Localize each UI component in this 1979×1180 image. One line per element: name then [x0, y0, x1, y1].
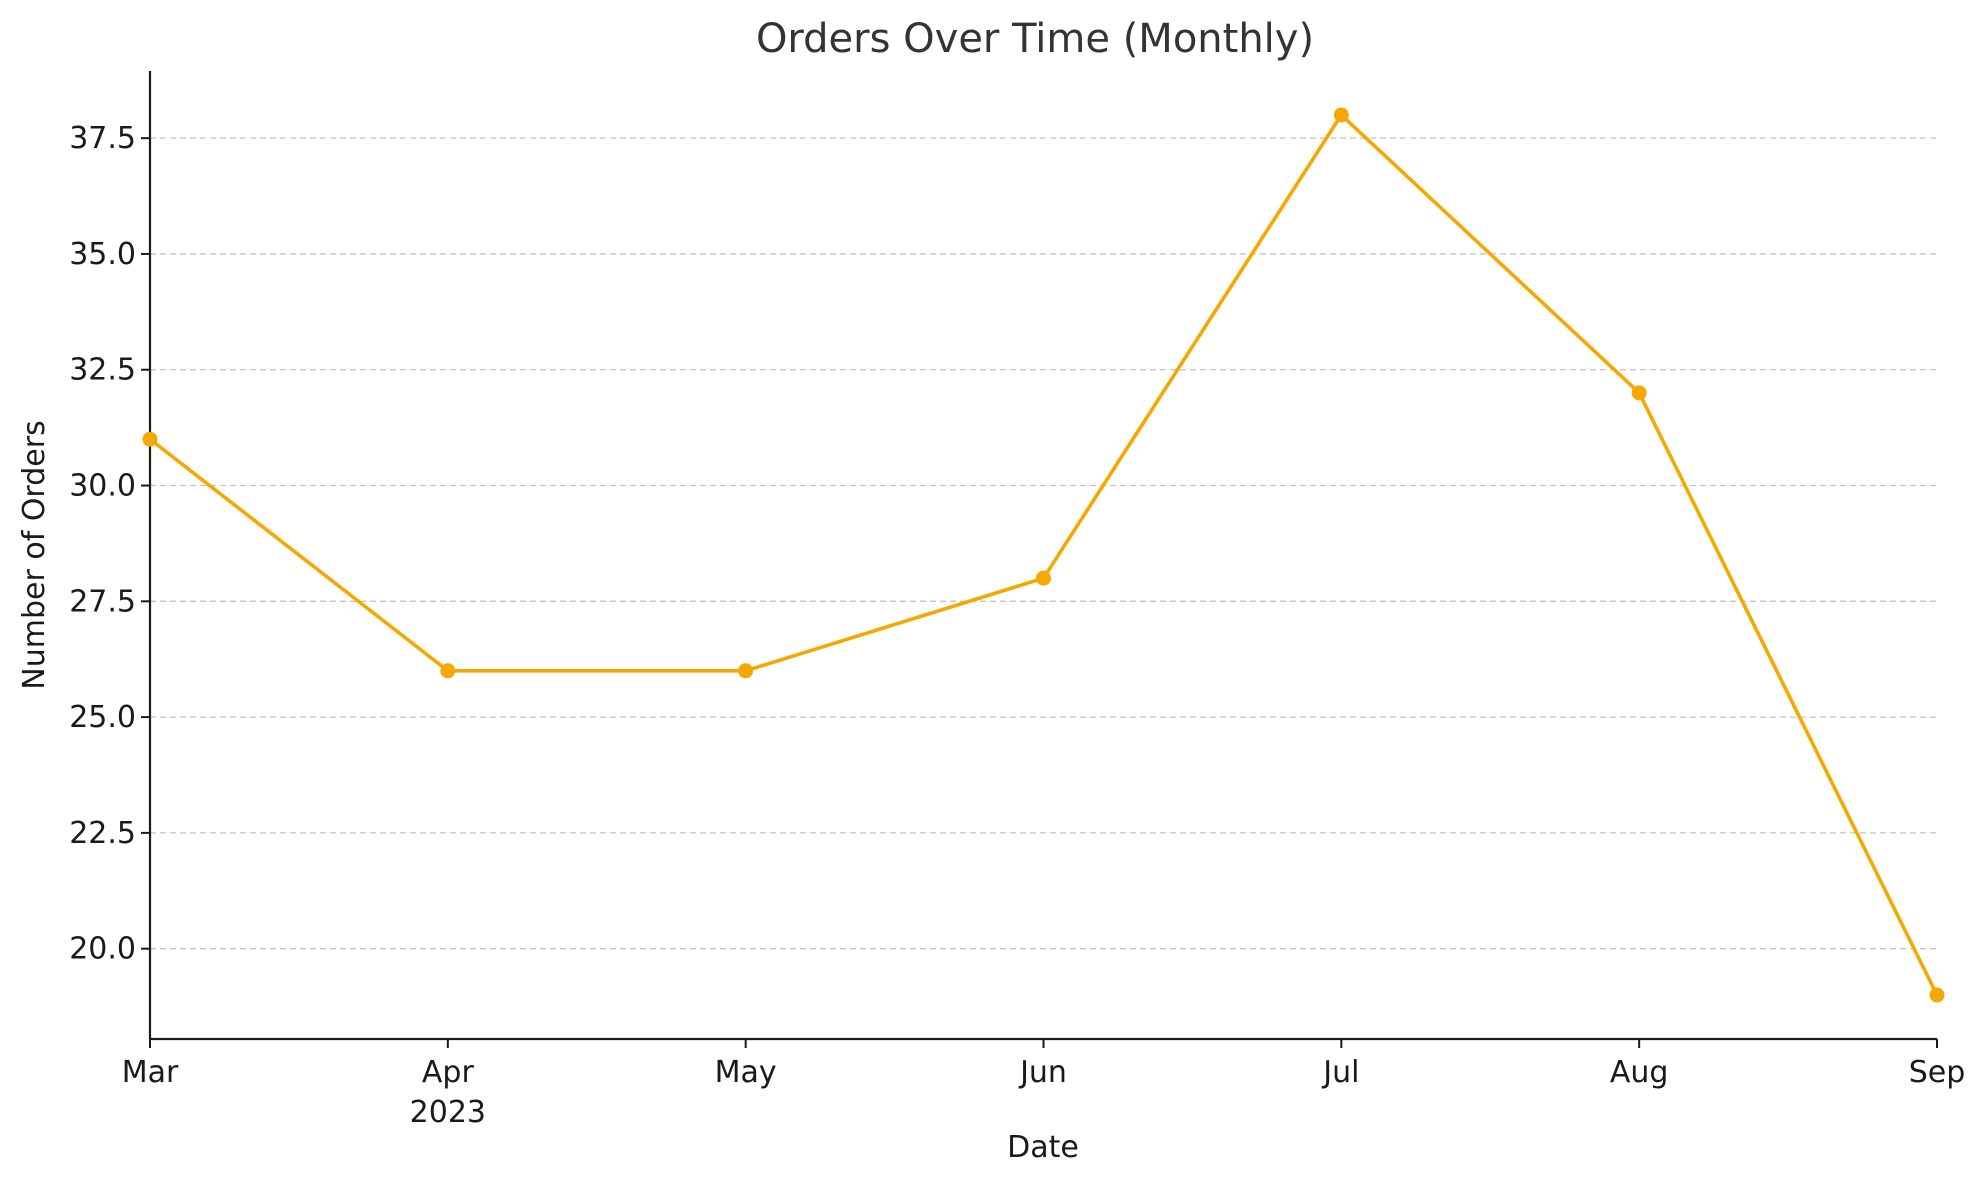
x-tick-year-label: 2023 — [410, 1095, 486, 1130]
y-axis-label: Number of Orders — [17, 420, 52, 689]
data-point — [440, 663, 456, 679]
y-tick-label: 32.5 — [69, 353, 136, 388]
x-tick-label: Mar — [122, 1055, 179, 1090]
data-point — [142, 431, 158, 447]
x-tick-label: May — [715, 1055, 777, 1090]
x-axis-ticks: Mar Apr May Jun Jul Aug Sep 2023 — [122, 1039, 1966, 1130]
data-point — [1631, 385, 1647, 401]
data-point — [1929, 987, 1945, 1003]
y-axis-ticks: 20.0 22.5 25.0 27.5 30.0 32.5 35.0 37.5 — [69, 121, 150, 967]
x-axis-label: Date — [1007, 1130, 1079, 1165]
x-tick-label: Apr — [422, 1055, 475, 1090]
y-tick-label: 37.5 — [69, 121, 136, 156]
data-point — [1333, 107, 1349, 123]
y-tick-label: 27.5 — [69, 584, 136, 619]
y-tick-label: 25.0 — [69, 700, 136, 735]
y-tick-label: 22.5 — [69, 816, 136, 851]
y-tick-label: 20.0 — [69, 932, 136, 967]
chart-title: Orders Over Time (Monthly) — [756, 16, 1314, 62]
x-tick-label: Jun — [1018, 1055, 1067, 1090]
x-tick-label: Sep — [1909, 1055, 1966, 1090]
x-tick-label: Jul — [1321, 1055, 1359, 1090]
series-line — [148, 113, 1939, 997]
x-tick-label: Aug — [1610, 1055, 1669, 1090]
y-tick-label: 30.0 — [69, 469, 136, 504]
series-group — [142, 107, 1945, 1003]
data-point — [738, 663, 754, 679]
data-point — [1036, 570, 1051, 586]
y-tick-label: 35.0 — [69, 237, 136, 272]
y-gridlines — [150, 137, 1937, 950]
